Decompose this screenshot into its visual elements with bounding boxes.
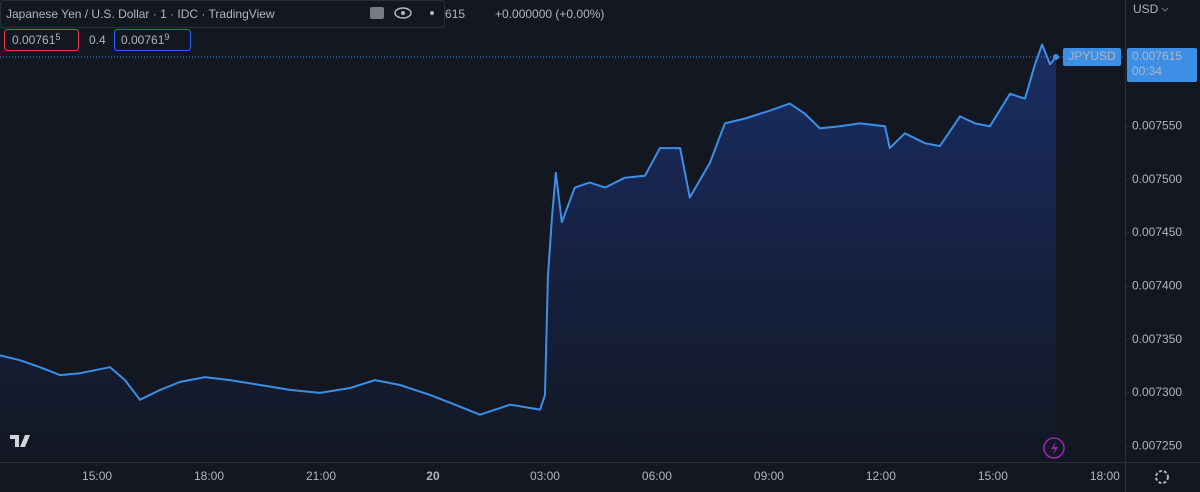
bid-digit: 5 xyxy=(55,32,60,42)
lightning-bolt xyxy=(1051,441,1058,455)
tv-logo[interactable] xyxy=(8,432,34,450)
x-tick-label: 06:00 xyxy=(642,469,672,483)
ask: 0.007619 xyxy=(121,32,169,47)
x-tick-label: 15:00 xyxy=(82,469,112,483)
y-tick-label: 0.007550 xyxy=(1132,119,1182,133)
ask-box[interactable] xyxy=(114,29,191,51)
unit-caret xyxy=(1161,7,1169,12)
hide-icon[interactable] xyxy=(370,7,384,19)
title-box[interactable] xyxy=(0,0,445,28)
countdown: 00:34 xyxy=(1132,64,1162,78)
y-tick-label: 0.007500 xyxy=(1132,172,1182,186)
x-tick-label: 12:00 xyxy=(866,469,896,483)
y-tick-label: 0.007400 xyxy=(1132,278,1182,292)
area-fill xyxy=(0,44,1056,462)
bid: 0.007615 xyxy=(12,32,60,47)
series-tag xyxy=(1063,48,1121,67)
bid-main: 0.00761 xyxy=(12,33,56,47)
bid-box[interactable] xyxy=(4,29,79,51)
x-tick-label: 18:00 xyxy=(194,469,224,483)
ask-digit: 9 xyxy=(164,32,169,42)
eye-pupil xyxy=(401,11,405,15)
spread: 0.4 xyxy=(89,33,106,47)
x-tick-label: 15:00 xyxy=(978,469,1008,483)
x-tick-label: 21:00 xyxy=(306,469,336,483)
legend-label: JPYUSD xyxy=(1068,49,1116,63)
y-tick-label: 0.007350 xyxy=(1132,332,1182,346)
header-change: +0.000000 (+0.00%) xyxy=(495,7,604,21)
y-unit[interactable]: USD xyxy=(1133,2,1159,16)
y-tick-label: 0.007250 xyxy=(1132,438,1182,452)
ask-main: 0.00761 xyxy=(121,33,165,47)
x-tick-label: 03:00 xyxy=(530,469,560,483)
settings-icon[interactable] xyxy=(1155,470,1169,484)
eye-icon[interactable] xyxy=(394,7,412,19)
x-tick-label: 20 xyxy=(426,469,440,483)
x-tick-label: 09:00 xyxy=(754,469,784,483)
y-tick-label: 0.007300 xyxy=(1132,385,1182,399)
lightning-icon[interactable] xyxy=(1043,437,1065,459)
x-tick-label: 18:00 xyxy=(1090,469,1120,483)
chart-title: Japanese Yen / U.S. Dollar · 1 · IDC · T… xyxy=(6,7,275,21)
tv-logo-shape xyxy=(10,435,30,447)
more-icon[interactable] xyxy=(430,11,434,15)
price-tag-value: 0.007615 xyxy=(1132,49,1182,63)
last-point xyxy=(1052,54,1059,61)
price-line xyxy=(0,43,1057,416)
y-tick-label: 0.007450 xyxy=(1132,225,1182,239)
price-tag xyxy=(1127,48,1197,83)
